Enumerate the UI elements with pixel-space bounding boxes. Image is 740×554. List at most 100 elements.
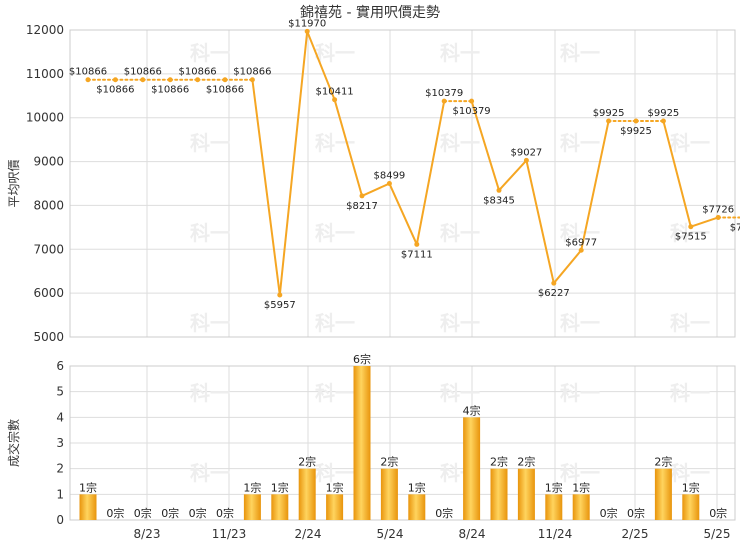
price-point[interactable] (551, 280, 557, 286)
price-data-label: $10379 (425, 88, 463, 99)
volume-bar[interactable] (654, 468, 672, 520)
price-point[interactable] (523, 157, 529, 163)
price-point[interactable] (633, 118, 639, 124)
price-data-label: $11970 (288, 18, 326, 29)
volume-bar-label: 0宗 (161, 506, 179, 520)
price-point[interactable] (578, 247, 584, 253)
price-point[interactable] (167, 77, 173, 83)
volume-y-tick-label: 1 (56, 487, 64, 501)
x-tick-label: 5/25 (704, 527, 731, 541)
volume-bar[interactable] (517, 468, 535, 520)
price-y-tick-label: 11000 (26, 67, 64, 81)
volume-bar[interactable] (353, 366, 371, 520)
price-line-segment (361, 182, 391, 197)
volume-y-tick-label: 0 (56, 513, 64, 527)
volume-bar-label: 0宗 (435, 506, 453, 520)
price-data-label: $9925 (593, 108, 625, 119)
volume-bar[interactable] (682, 494, 700, 520)
volume-bar[interactable] (408, 494, 426, 520)
price-point[interactable] (140, 77, 146, 83)
price-point[interactable] (359, 193, 365, 199)
volume-bar-label: 1宗 (572, 480, 590, 494)
volume-y-tick-label: 3 (56, 436, 64, 450)
price-point[interactable] (496, 187, 502, 193)
price-data-label: $7726 (730, 222, 740, 233)
volume-bar[interactable] (490, 468, 508, 520)
volume-bar-label: 0宗 (600, 506, 618, 520)
volume-bar-label: 0宗 (216, 506, 234, 520)
price-point[interactable] (469, 98, 475, 104)
price-line-segment (525, 159, 555, 285)
price-line-segment (388, 182, 418, 246)
price-y-tick-label: 5000 (33, 330, 64, 344)
volume-bar-label: 2宗 (298, 455, 316, 469)
watermark: 科一 (560, 311, 600, 335)
price-point[interactable] (606, 118, 612, 124)
watermark: 科一 (670, 311, 710, 335)
price-y-tick-label: 10000 (26, 111, 64, 125)
volume-bar[interactable] (380, 468, 398, 520)
volume-bar[interactable] (243, 494, 261, 520)
watermark: 科一 (190, 41, 230, 65)
price-data-label: $9027 (510, 147, 542, 158)
price-point[interactable] (715, 214, 721, 220)
watermark: 科一 (440, 41, 480, 65)
price-point[interactable] (222, 77, 228, 83)
price-point[interactable] (332, 97, 338, 103)
price-point[interactable] (277, 292, 283, 298)
price-panel: 50006000700080009000100001100012000平均呎價科… (7, 18, 740, 344)
price-y-tick-label: 7000 (33, 242, 64, 256)
price-data-label: $10866 (206, 85, 244, 96)
volume-bar-label: 1宗 (326, 480, 344, 494)
volume-y-tick-label: 2 (56, 462, 64, 476)
volume-bar-label: 1宗 (79, 480, 97, 494)
price-point[interactable] (304, 28, 310, 34)
volume-bar[interactable] (326, 494, 344, 520)
volume-bar[interactable] (271, 494, 289, 520)
x-tick-label: 11/23 (212, 527, 247, 541)
price-point[interactable] (249, 77, 255, 83)
price-point[interactable] (112, 77, 118, 83)
price-line-segment (689, 216, 720, 228)
price-point[interactable] (386, 181, 392, 187)
volume-y-tick-label: 4 (56, 410, 64, 424)
volume-bar[interactable] (298, 468, 316, 520)
volume-bar[interactable] (545, 494, 563, 520)
price-data-label: $7726 (702, 204, 734, 215)
price-point[interactable] (660, 118, 666, 124)
price-data-label: $10866 (233, 67, 271, 78)
price-y-tick-label: 6000 (33, 286, 64, 300)
price-data-label: $8345 (483, 195, 515, 206)
volume-bar[interactable] (572, 494, 590, 520)
price-data-label: $10866 (96, 85, 134, 96)
volume-bar[interactable] (79, 494, 97, 520)
price-line-segment (662, 120, 692, 228)
price-plot-frame (69, 29, 736, 338)
price-point[interactable] (414, 241, 420, 247)
watermark: 科一 (315, 461, 355, 485)
price-data-label: $5957 (264, 300, 296, 311)
price-point[interactable] (85, 77, 91, 83)
price-y-tick-label: 12000 (26, 23, 64, 37)
watermark: 科一 (670, 381, 710, 405)
volume-bar-label: 2宗 (490, 455, 508, 469)
volume-bar-label: 1宗 (271, 480, 289, 494)
watermark: 科一 (315, 311, 355, 335)
volume-bar-label: 1宗 (408, 480, 426, 494)
watermark: 科一 (190, 221, 230, 245)
volume-y-tick-label: 6 (56, 359, 64, 373)
watermark: 科一 (190, 461, 230, 485)
volume-bar-label: 1宗 (682, 480, 700, 494)
chart-title: 錦禧苑 - 實用呎價走勢 (300, 4, 440, 21)
watermark: 科一 (440, 381, 480, 405)
price-point[interactable] (195, 77, 201, 83)
volume-bar-label: 2宗 (380, 455, 398, 469)
watermark: 科一 (315, 381, 355, 405)
watermark: 科一 (440, 221, 480, 245)
volume-bar[interactable] (463, 417, 481, 520)
volume-bar-label: 2宗 (654, 455, 672, 469)
price-data-label: $10411 (316, 87, 354, 98)
price-point[interactable] (688, 224, 694, 230)
price-point[interactable] (441, 98, 447, 104)
